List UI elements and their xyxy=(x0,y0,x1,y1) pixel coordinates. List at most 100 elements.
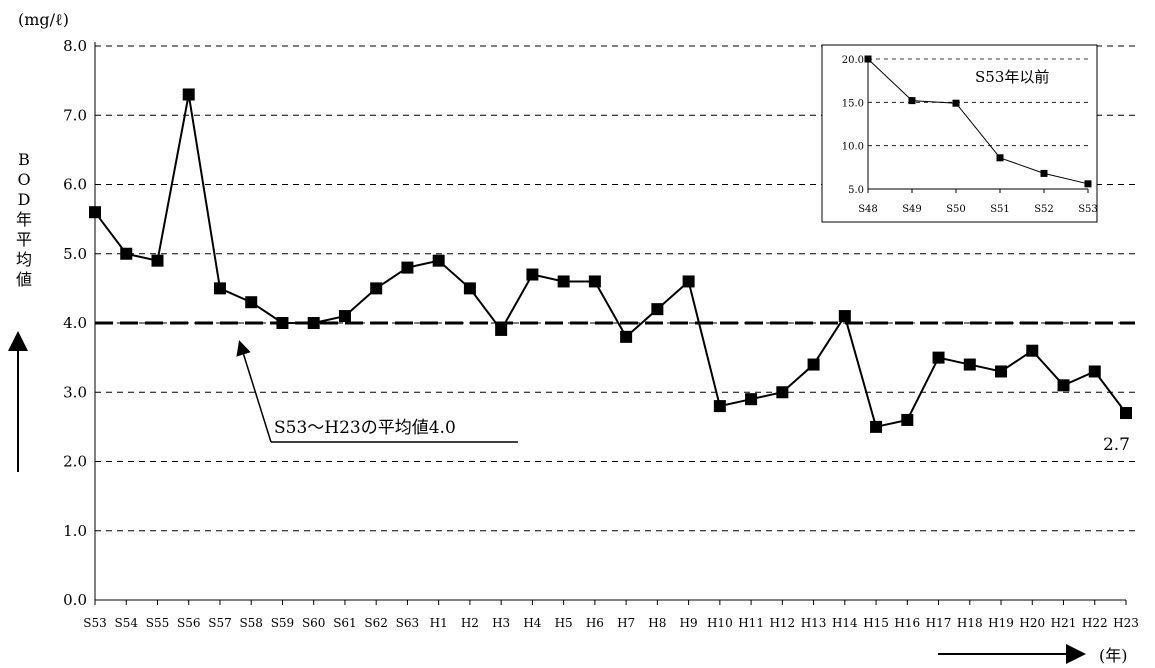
data-point xyxy=(182,88,195,101)
x-tick-label: H22 xyxy=(1082,616,1108,630)
data-point xyxy=(89,206,101,219)
data-point xyxy=(620,330,633,343)
x-tick-label: H16 xyxy=(894,616,920,630)
data-point xyxy=(651,303,664,316)
inset-x-tick-label: S49 xyxy=(902,204,922,215)
average-annotation-arrow xyxy=(236,340,272,443)
x-tick-label: H18 xyxy=(957,616,983,630)
average-annotation-label: S53〜H23の平均値4.0 xyxy=(274,418,456,438)
data-point xyxy=(276,317,289,329)
x-tick-label: S60 xyxy=(302,616,326,630)
y-tick-label: 4.0 xyxy=(63,314,87,332)
x-tick-label: S53 xyxy=(83,616,107,630)
inset-data-point xyxy=(996,154,1004,162)
data-point xyxy=(1057,379,1070,392)
data-point xyxy=(526,268,539,281)
data-point xyxy=(838,310,851,323)
data-series-line xyxy=(94,94,1127,429)
x-tick-label: H11 xyxy=(738,616,764,630)
x-tick-label: H5 xyxy=(555,616,573,630)
x-tick-label: H20 xyxy=(1019,616,1045,630)
y-axis-label-char: 年 xyxy=(15,210,32,229)
x-tick-label: H14 xyxy=(832,616,858,630)
x-tick-label: S62 xyxy=(364,616,388,630)
data-point xyxy=(963,358,976,371)
y-tick-label: 8.0 xyxy=(63,37,87,55)
inset-x-tick-label: S53 xyxy=(1078,204,1098,215)
data-point xyxy=(870,420,883,433)
data-point xyxy=(245,296,258,309)
x-tick-label: H9 xyxy=(680,616,698,630)
data-point xyxy=(557,275,570,288)
data-point xyxy=(307,317,320,329)
data-point xyxy=(682,275,695,288)
inset-y-tick-label: 5.0 xyxy=(848,185,864,196)
x-tick-label: S54 xyxy=(114,616,138,630)
data-point xyxy=(120,247,133,260)
inset-data-point xyxy=(864,55,872,63)
data-point xyxy=(1026,344,1039,357)
inset-data-point xyxy=(1040,169,1048,177)
y-axis-label-char: 値 xyxy=(15,270,32,289)
x-tick-label: S61 xyxy=(333,616,357,630)
data-point xyxy=(495,323,508,336)
last-value-label: 2.7 xyxy=(1103,435,1130,455)
data-point xyxy=(1088,365,1101,378)
data-point xyxy=(995,365,1008,378)
data-point xyxy=(745,393,758,406)
y-tick-label: 2.0 xyxy=(63,453,87,471)
data-point xyxy=(401,261,414,274)
x-tick-label: H23 xyxy=(1113,616,1139,630)
data-point xyxy=(932,351,945,364)
inset-x-tick-label: S48 xyxy=(858,204,878,215)
x-tick-label: H17 xyxy=(926,616,952,630)
data-point xyxy=(338,310,351,323)
inset-data-point xyxy=(1084,180,1092,188)
data-point xyxy=(432,254,445,267)
x-tick-label: H2 xyxy=(461,616,479,630)
inset-x-tick-label: S52 xyxy=(1034,204,1054,215)
x-tick-label: H21 xyxy=(1051,616,1077,630)
x-tick-label: S55 xyxy=(146,616,170,630)
data-point xyxy=(713,400,726,413)
y-axis-label-char: D xyxy=(17,190,31,209)
x-tick-label: S63 xyxy=(396,616,420,630)
data-point xyxy=(776,386,789,399)
y-tick-label: 3.0 xyxy=(63,383,87,401)
y-tick-label: 1.0 xyxy=(63,522,87,540)
inset-x-tick-label: S51 xyxy=(990,204,1010,215)
data-point xyxy=(807,358,820,371)
inset-y-tick-label: 20.0 xyxy=(842,55,864,66)
y-axis-label-char: O xyxy=(17,170,31,189)
inset-y-tick-label: 15.0 xyxy=(842,98,864,109)
data-point xyxy=(463,282,476,295)
data-point xyxy=(1120,407,1132,420)
x-tick-label: S57 xyxy=(208,616,232,630)
y-tick-label: 7.0 xyxy=(63,106,87,124)
x-tick-label: H12 xyxy=(769,616,795,630)
data-point xyxy=(370,282,383,295)
inset-x-tick-label: S50 xyxy=(946,204,966,215)
y-axis-label: B O D 年 平 均 値 xyxy=(14,150,34,290)
x-tick-label: H13 xyxy=(801,616,827,630)
y-tick-label: 0.0 xyxy=(63,591,87,609)
x-tick-label: H3 xyxy=(492,616,510,630)
x-tick-label: H19 xyxy=(988,616,1014,630)
y-axis-label-char: 均 xyxy=(15,250,32,269)
y-unit-label: (mg/ℓ) xyxy=(18,10,69,29)
data-point xyxy=(901,413,914,426)
y-axis-label-char: B xyxy=(18,150,30,169)
x-tick-label: S58 xyxy=(239,616,263,630)
x-tick-label: H1 xyxy=(430,616,448,630)
x-tick-label: H10 xyxy=(707,616,733,630)
inset-y-tick-label: 10.0 xyxy=(842,142,864,153)
x-tick-label: H8 xyxy=(648,616,666,630)
x-tick-label: S56 xyxy=(177,616,201,630)
inset-title: S53年以前 xyxy=(975,68,1049,86)
y-axis-label-char: 平 xyxy=(15,230,32,249)
x-tick-label: H15 xyxy=(863,616,889,630)
data-point xyxy=(588,275,601,288)
x-unit-label: (年) xyxy=(1099,646,1128,665)
